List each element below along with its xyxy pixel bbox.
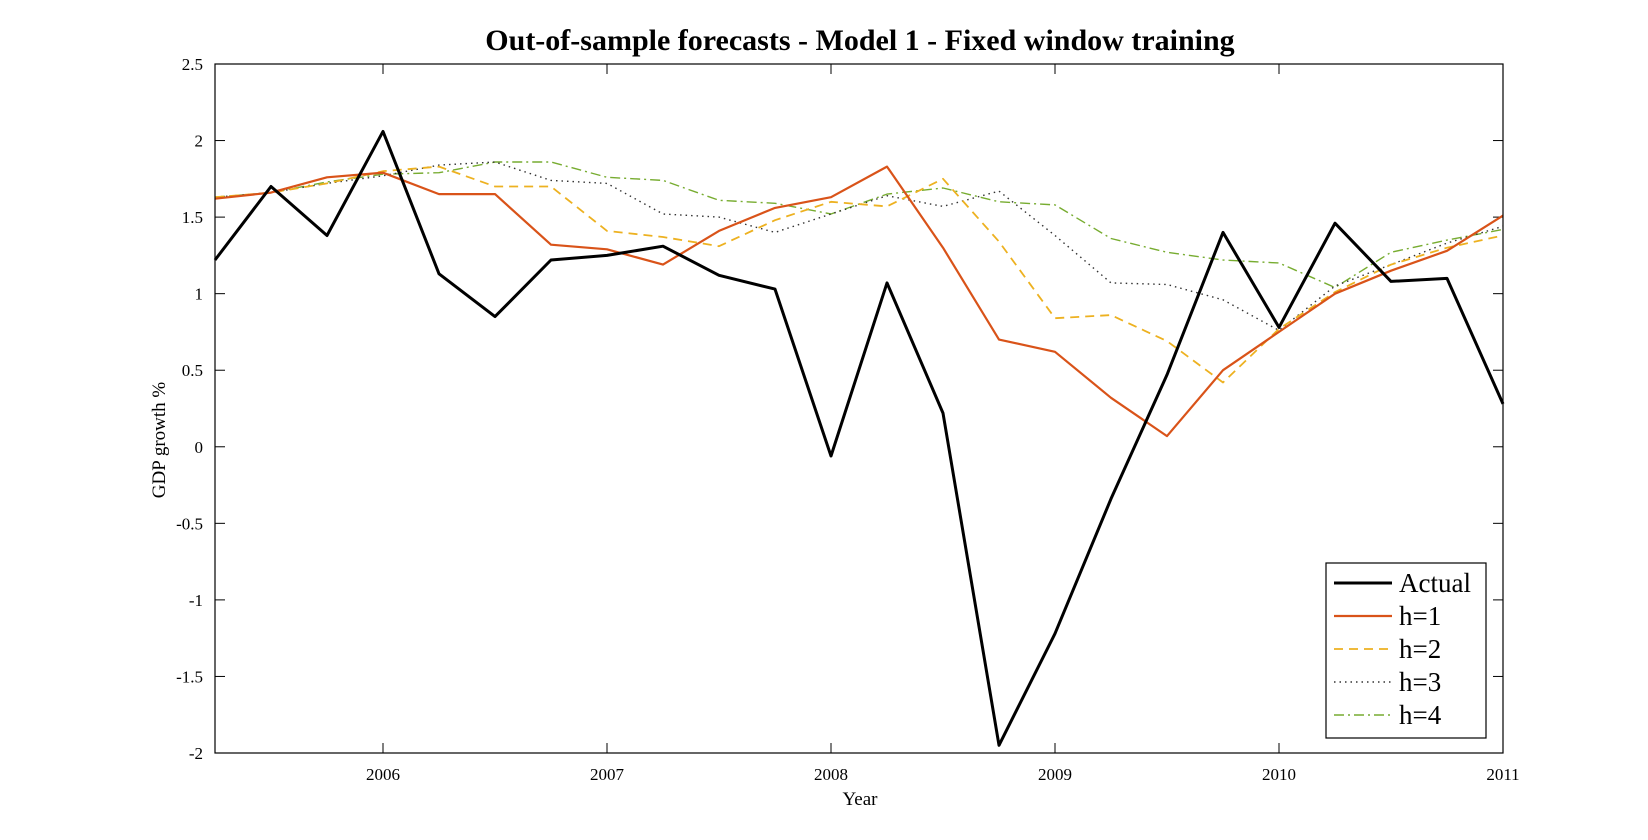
series-layer <box>213 129 1505 747</box>
y-tick-label: -1.5 <box>176 667 203 686</box>
y-tick-label: -0.5 <box>176 514 203 533</box>
y-axis-ticks: -2 -1.5 -1 -0.5 0 0.5 1 1.5 2 2.5 <box>176 55 1503 763</box>
legend-label-h-3: h=3 <box>1399 667 1441 697</box>
x-tick-label: 2008 <box>814 765 848 784</box>
legend-label-h-4: h=4 <box>1399 700 1442 730</box>
y-tick-label: 2.5 <box>182 55 203 74</box>
x-axis-label: Year <box>842 789 878 810</box>
legend-label-actual: Actual <box>1399 568 1471 598</box>
y-axis-label: GDP growth % <box>149 382 170 499</box>
x-tick-label: 2007 <box>590 765 625 784</box>
y-tick-label: 0.5 <box>182 361 203 380</box>
x-tick-label: 2006 <box>366 765 400 784</box>
series-line-h-1 <box>214 165 1504 438</box>
chart-title: Out-of-sample forecasts - Model 1 - Fixe… <box>485 24 1234 57</box>
y-tick-label: 1.5 <box>182 208 203 227</box>
y-tick-label: -2 <box>189 744 203 763</box>
y-tick-label: 1 <box>195 285 204 304</box>
series-line-h-2 <box>214 165 1504 384</box>
y-tick-label: 0 <box>195 438 204 457</box>
x-axis-ticks: 2006 2007 2008 2009 2010 2011 <box>366 64 1520 784</box>
x-tick-label: 2011 <box>1486 765 1519 784</box>
series-line-actual <box>213 129 1505 747</box>
x-tick-label: 2009 <box>1038 765 1072 784</box>
legend-label-h-2: h=2 <box>1399 634 1441 664</box>
plot-area-frame <box>214 63 1504 754</box>
x-tick-label: 2010 <box>1262 765 1296 784</box>
legend-box <box>1325 562 1487 739</box>
legend-label-h-1: h=1 <box>1399 601 1441 631</box>
y-tick-label: 2 <box>195 132 204 151</box>
y-tick-label: -1 <box>189 591 203 610</box>
